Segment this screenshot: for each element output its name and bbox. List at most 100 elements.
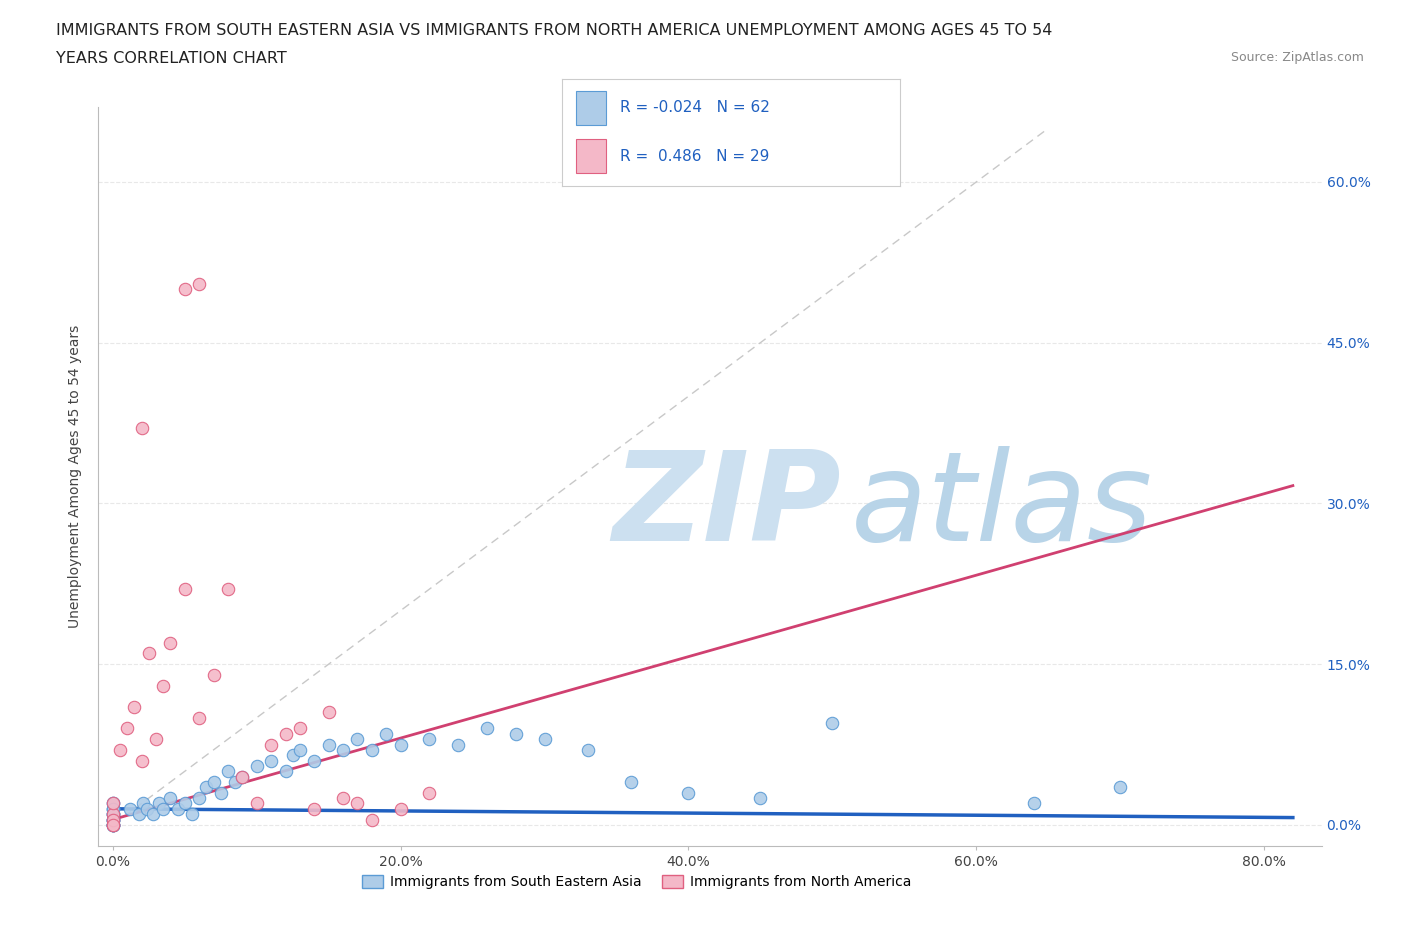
Point [101,812,124,827]
Point [246,796,269,811]
Point [132,796,155,811]
Point [101,812,124,827]
Point [231,769,253,784]
Point [188,790,211,805]
Point [274,726,297,741]
Point [209,785,232,800]
Point [138,646,160,661]
Point [173,282,195,297]
Point [101,817,124,832]
Point [101,812,124,827]
Point [148,796,170,811]
Point [188,276,211,291]
Point [224,775,246,790]
Point [346,796,368,811]
Point [1109,780,1132,795]
Point [142,806,165,821]
Point [101,796,124,811]
Point [217,581,239,596]
Point [821,716,844,731]
Point [202,775,225,790]
Point [202,668,225,683]
Point [346,732,368,747]
Text: atlas: atlas [851,445,1153,566]
Point [678,785,700,800]
Point [101,817,124,832]
Point [101,802,124,817]
Bar [576,91,606,125]
Point [101,806,124,821]
Point [101,802,124,817]
Point [152,678,174,693]
Point [101,817,124,832]
Text: IMMIGRANTS FROM SOUTH EASTERN ASIA VS IMMIGRANTS FROM NORTH AMERICA UNEMPLOYMENT: IMMIGRANTS FROM SOUTH EASTERN ASIA VS IM… [56,23,1053,38]
Point [217,764,239,778]
Point [108,742,131,757]
Point [318,737,340,752]
Bar [576,139,606,173]
Point [1022,796,1045,811]
Point [389,737,412,752]
Point [288,721,311,736]
Point [304,753,326,768]
Point [101,817,124,832]
Point [101,817,124,832]
Y-axis label: Unemployment Among Ages 45 to 54 years: Unemployment Among Ages 45 to 54 years [69,325,83,629]
Point [101,806,124,821]
Point [418,732,440,747]
Point [101,806,124,821]
Point [360,742,382,757]
Point [231,769,253,784]
Point [246,759,269,774]
Point [115,721,138,736]
Point [159,790,181,805]
Point [332,790,354,805]
Point [152,802,174,817]
Point [375,726,398,741]
Point [274,764,297,778]
Point [447,737,470,752]
Point [288,742,311,757]
Point [101,817,124,832]
Point [505,726,527,741]
Text: R =  0.486   N = 29: R = 0.486 N = 29 [620,149,769,164]
Point [195,780,218,795]
Point [389,802,412,817]
Point [188,711,211,725]
Point [101,812,124,827]
Point [128,806,150,821]
Point [131,753,153,768]
Point [101,806,124,821]
Point [260,737,283,752]
Point [475,721,498,736]
Point [620,775,643,790]
Point [418,785,440,800]
Text: R = -0.024   N = 62: R = -0.024 N = 62 [620,100,769,115]
Point [173,796,195,811]
Point [101,812,124,827]
Point [360,812,382,827]
Point [131,421,153,436]
Text: ZIP: ZIP [612,445,841,566]
Point [173,581,195,596]
Text: YEARS CORRELATION CHART: YEARS CORRELATION CHART [56,51,287,66]
Point [304,802,326,817]
Point [533,732,555,747]
Point [332,742,354,757]
Point [145,732,167,747]
Point [101,806,124,821]
Point [101,796,124,811]
Point [136,802,159,817]
Point [120,802,142,817]
Point [281,748,304,763]
Point [181,806,204,821]
Point [101,812,124,827]
Point [101,817,124,832]
Point [101,817,124,832]
Point [159,635,181,650]
Point [576,742,599,757]
Point [260,753,283,768]
Point [166,802,188,817]
Text: Source: ZipAtlas.com: Source: ZipAtlas.com [1230,51,1364,64]
Legend: Immigrants from South Eastern Asia, Immigrants from North America: Immigrants from South Eastern Asia, Immi… [356,870,917,895]
